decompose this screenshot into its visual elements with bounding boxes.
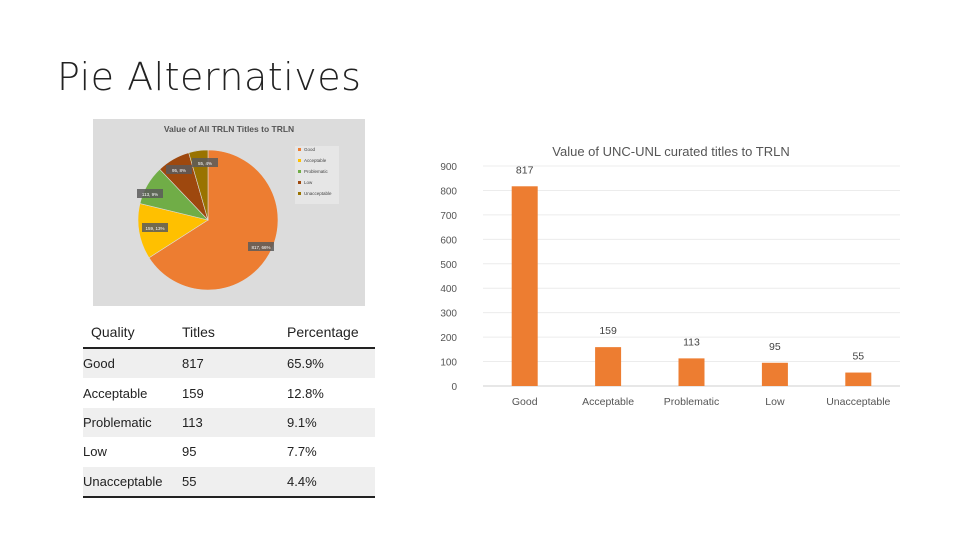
header-titles: Titles	[182, 317, 287, 349]
cell-percentage: 4.4%	[287, 466, 375, 498]
cell-quality: Problematic	[83, 407, 182, 438]
pie-chart: Value of All TRLN Titles to TRLN 817, 66%…	[93, 119, 365, 306]
y-tick-label: 800	[440, 186, 457, 197]
y-tick-label: 500	[440, 260, 457, 271]
pie-legend-label: Low	[304, 180, 313, 185]
cell-titles: 113	[182, 407, 287, 438]
header-percentage: Percentage	[287, 317, 375, 349]
data-label: 159	[599, 325, 617, 337]
pie-legend-swatch	[298, 159, 301, 162]
pie-slice-label: 817, 66%	[251, 245, 270, 250]
y-tick-label: 100	[440, 358, 457, 369]
quality-table: Quality Titles Percentage Good 817 65.9%…	[83, 317, 375, 498]
bar-chart-title: Value of UNC-UNL curated titles to TRLN	[552, 144, 789, 159]
pie-slice-unacceptable	[188, 149, 209, 221]
cell-titles: 55	[182, 466, 287, 498]
cell-percentage: 12.8%	[287, 385, 324, 401]
pie-label-box	[142, 223, 168, 232]
pie-label-box	[166, 165, 192, 174]
pie-legend-swatch	[298, 148, 301, 151]
table-row: Acceptable 159 12.8%	[83, 378, 375, 407]
y-tick-label: 0	[451, 382, 457, 393]
cell-percentage: 7.7%	[287, 444, 317, 460]
x-tick-label: Problematic	[664, 396, 719, 408]
data-label: 95	[769, 341, 781, 353]
table-row: Good 817 65.9%	[83, 348, 375, 379]
x-tick-label: Good	[512, 396, 538, 408]
pie-legend-swatch	[298, 181, 301, 184]
pie-label-box	[248, 242, 274, 251]
y-tick-label: 600	[440, 235, 457, 246]
y-tick-label: 900	[440, 162, 457, 173]
x-tick-label: Acceptable	[582, 396, 634, 408]
y-tick-label: 300	[440, 309, 457, 320]
cell-quality: Unacceptable	[83, 466, 182, 498]
bar-unacceptable	[845, 372, 872, 386]
table-row: Low 95 7.7%	[83, 437, 375, 466]
pie-slice-label: 113, 9%	[142, 192, 158, 197]
bar-good	[511, 186, 538, 386]
table-row: Problematic 113 9.1%	[83, 407, 375, 438]
bar-problematic	[678, 358, 705, 386]
pie-label-box	[137, 189, 163, 198]
cell-percentage: 9.1%	[287, 407, 375, 438]
bar-low	[761, 362, 788, 386]
table-header-row: Quality Titles Percentage	[83, 317, 375, 349]
pie-legend-label: Unacceptable	[304, 191, 332, 196]
pie-chart-thumbnail: Value of All TRLN Titles to TRLN 817, 66%…	[93, 119, 365, 306]
pie-legend-swatch	[298, 192, 301, 195]
pie-legend	[295, 146, 339, 204]
data-label: 817	[516, 164, 534, 176]
pie-slice-label: 159, 13%	[145, 226, 164, 231]
pie-label-box	[192, 158, 218, 167]
bar-acceptable	[595, 347, 622, 386]
pie-slice-label: 95, 8%	[172, 168, 186, 173]
pie-legend-swatch	[298, 170, 301, 173]
y-tick-label: 700	[440, 211, 457, 222]
pie-legend-label: Good	[304, 147, 316, 152]
pie-slice-good	[148, 149, 279, 291]
table-row: Unacceptable 55 4.4%	[83, 466, 375, 498]
pie-legend-label: Acceptable	[304, 158, 327, 163]
cell-quality: Good	[83, 348, 182, 379]
x-tick-label: Low	[765, 396, 785, 408]
cell-titles: 159	[182, 385, 204, 401]
y-tick-label: 400	[440, 284, 457, 295]
header-quality: Quality	[83, 317, 182, 349]
cell-titles: 95	[182, 444, 197, 460]
pie-slice-acceptable	[137, 203, 209, 259]
cell-titles: 817	[182, 348, 287, 379]
data-label: 113	[683, 336, 700, 348]
y-tick-label: 200	[440, 333, 457, 344]
slide-title: Pie Alternatives	[57, 55, 362, 99]
cell-quality: Acceptable	[83, 385, 148, 401]
pie-legend-label: Problematic	[304, 169, 329, 174]
cell-percentage: 65.9%	[287, 348, 375, 379]
x-tick-label: Unacceptable	[826, 396, 890, 408]
pie-slice-label: 55, 4%	[198, 161, 212, 166]
bar-chart: Value of UNC-UNL curated titles to TRLN 0…	[440, 144, 900, 408]
cell-quality: Low	[83, 444, 107, 460]
pie-title: Value of All TRLN Titles to TRLN	[164, 124, 294, 134]
data-label: 55	[852, 351, 864, 363]
